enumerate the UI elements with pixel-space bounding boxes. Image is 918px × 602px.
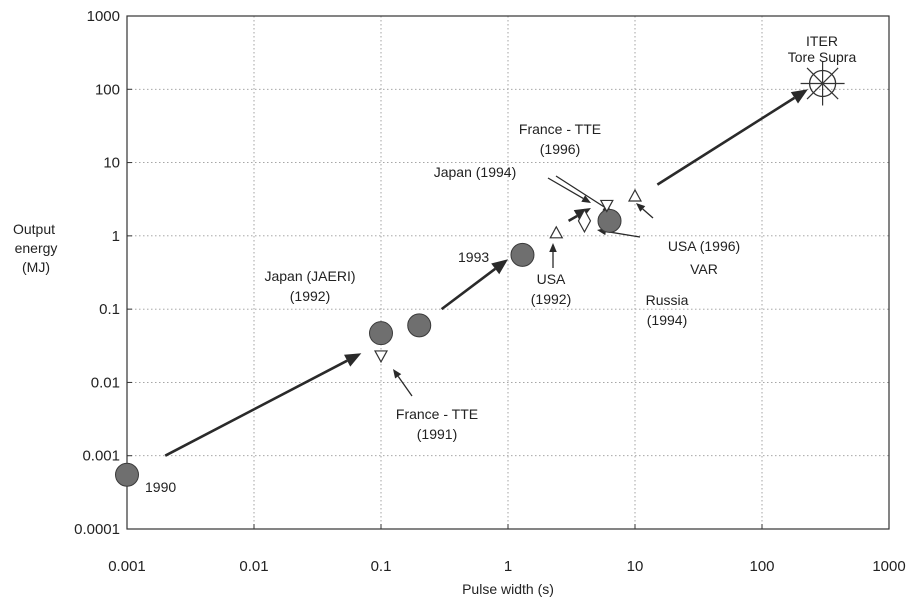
annotation-label-line: France - TTE <box>396 406 478 422</box>
annotation-label-line: France - TTE <box>519 121 601 137</box>
circle-marker <box>597 208 622 233</box>
y-tick-label: 0.001 <box>82 448 120 465</box>
x-axis-label: Pulse width (s) <box>462 581 554 597</box>
annotation-leader <box>549 243 557 268</box>
annotation-label: France - TTE (1991) <box>396 406 478 442</box>
trend-arrows <box>164 89 808 457</box>
annotation-label-line: (1992) <box>531 291 571 307</box>
annotation-label: Japan (JAERI) (1992) <box>264 268 355 304</box>
annotation-leader-shaft <box>555 175 605 208</box>
annotation-leader-shaft <box>397 375 413 397</box>
x-tick-label: 100 <box>749 558 774 575</box>
annotation-leader <box>393 369 413 397</box>
annotation-leaders <box>393 175 654 397</box>
annotations: 1990 Japan (JAERI) (1992) France - TTE (1991… <box>145 33 856 495</box>
annotation-leader-head <box>581 195 591 203</box>
star-ray <box>806 67 839 100</box>
y-tick-label: 0.1 <box>99 301 120 318</box>
trend-arrow-shaft <box>164 359 348 457</box>
annotation-label-line: USA (1996) <box>668 238 740 254</box>
annotation-label-line: VAR <box>690 261 718 277</box>
annotation-label: 1993 <box>458 249 489 265</box>
x-tick-label: 1 <box>504 558 512 575</box>
y-axis-label-line-1: Output <box>13 221 55 237</box>
annotation-leader <box>636 203 654 219</box>
y-tick-label: 0.01 <box>91 374 120 391</box>
annotation-label: 1990 <box>145 479 176 495</box>
y-tick-label: 0.0001 <box>74 521 120 538</box>
annotation-label: Russia (1994) <box>646 292 689 328</box>
trend-arrow <box>656 89 808 186</box>
x-tick-label: 1000 <box>872 558 905 575</box>
x-tick-label: 10 <box>627 558 644 575</box>
x-tick-label: 0.001 <box>108 558 146 575</box>
x-tick-label: 0.01 <box>239 558 268 575</box>
x-tick-label: 0.1 <box>371 558 392 575</box>
iter-star-marker <box>800 61 845 106</box>
annotation-label-line: ITER <box>806 33 838 49</box>
axis-ticks: 0.001 0.01 0.1 1 10 100 1000 0.0001 0.001 0.01 0.1… <box>74 8 906 575</box>
annotation-label-line: 1990 <box>145 479 176 495</box>
annotation-label-line: Tore Supra <box>788 49 857 65</box>
circle-marker <box>407 313 432 338</box>
annotation-label: USA (1996) VAR <box>668 238 740 277</box>
triangle-up-marker <box>627 188 643 202</box>
diamond-marker <box>577 208 592 234</box>
annotation-leader-shaft <box>642 208 654 219</box>
trend-arrow-shaft <box>440 267 496 311</box>
triangle-up-marker <box>549 225 564 239</box>
trend-arrow-head <box>344 353 362 367</box>
annotation-label-line: (1996) <box>540 141 580 157</box>
annotation-label: Japan (1994) <box>434 164 517 180</box>
triangle-down-marker <box>373 350 389 364</box>
circle-marker <box>510 242 535 267</box>
trend-arrow-head <box>790 89 808 104</box>
annotation-label-line: USA <box>537 271 566 287</box>
annotation-leader-head <box>393 369 402 379</box>
y-tick-label: 1 <box>112 228 120 245</box>
y-tick-label: 1000 <box>87 8 120 25</box>
trend-arrow <box>440 259 508 311</box>
annotation-leader-head <box>636 203 646 212</box>
annotation-label-line: Japan (JAERI) <box>264 268 355 284</box>
circle-marker <box>115 462 139 487</box>
annotation-label-line: 1993 <box>458 249 489 265</box>
y-tick-label: 10 <box>103 155 120 172</box>
trend-arrow-head <box>491 259 508 275</box>
y-axis-label-line-2: energy <box>15 240 58 256</box>
trend-arrow-shaft <box>656 96 796 186</box>
y-tick-label: 100 <box>95 81 120 98</box>
annotation-label-line: (1994) <box>647 312 687 328</box>
annotation-label-line: Japan (1994) <box>434 164 517 180</box>
annotation-leader-shaft <box>547 177 584 200</box>
annotation-leader <box>547 177 591 203</box>
annotation-leader-head <box>549 243 557 252</box>
annotation-label-line: (1991) <box>417 426 457 442</box>
annotation-label-line: (1992) <box>290 288 330 304</box>
trend-arrow-shaft <box>567 214 578 223</box>
annotation-label: USA (1992) <box>531 271 571 307</box>
triangle-down-marker <box>599 199 614 213</box>
annotation-label: France - TTE (1996) <box>519 121 601 157</box>
annotation-label-line: Russia <box>646 292 689 308</box>
y-axis-label: Output energy (MJ) <box>13 221 57 275</box>
grid-lines <box>127 16 889 529</box>
data-points <box>115 61 845 487</box>
trend-arrow <box>164 353 362 457</box>
y-axis-label-line-3: (MJ) <box>22 259 50 275</box>
circle-marker <box>369 321 393 346</box>
